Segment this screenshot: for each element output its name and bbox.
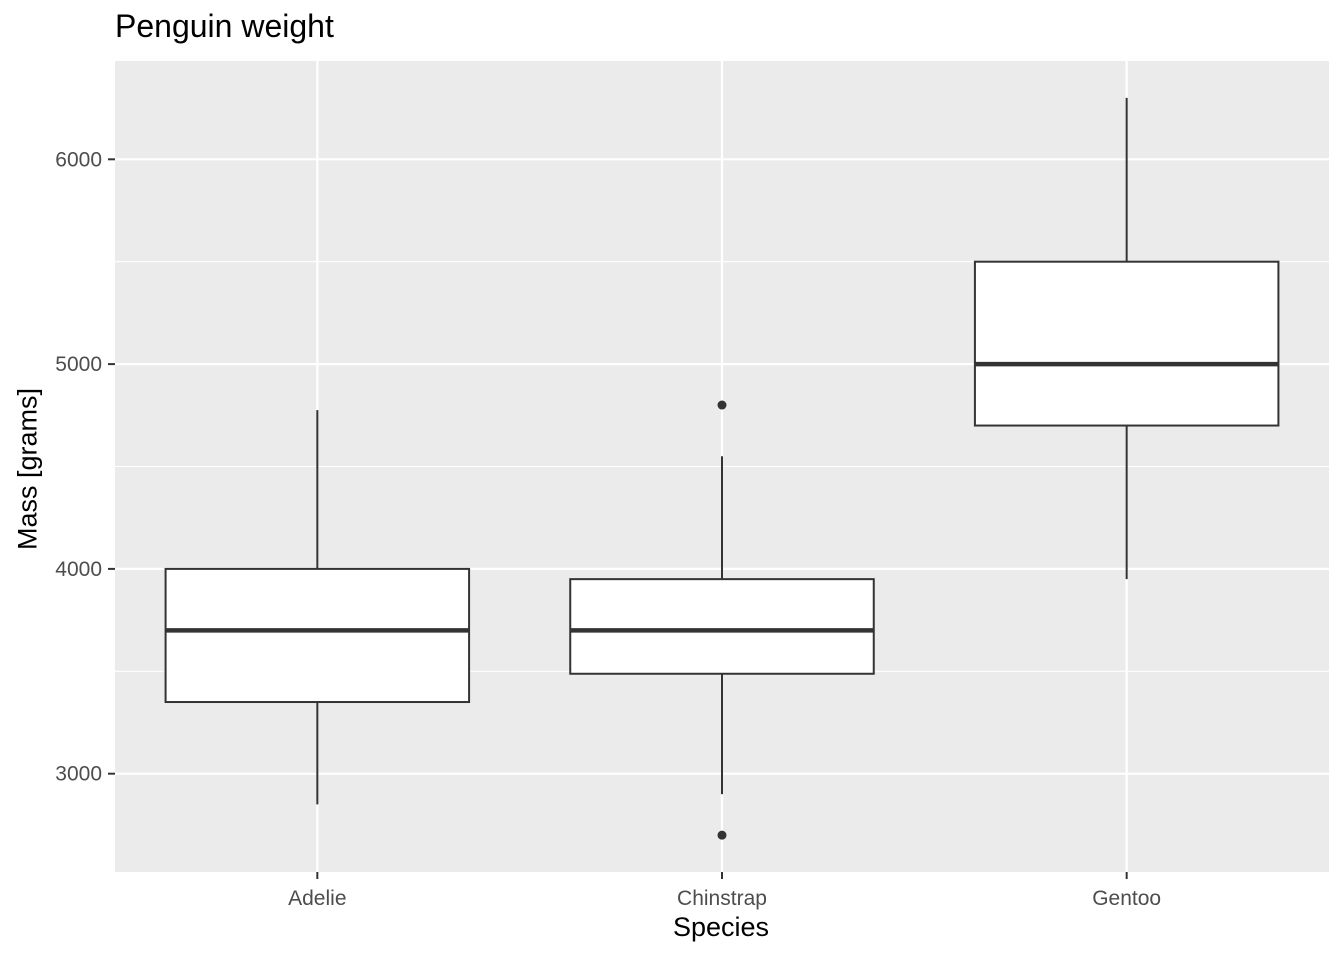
- y-axis-title: Mass [grams]: [12, 387, 43, 551]
- y-tick-label: 5000: [55, 353, 102, 376]
- x-tick-label: Gentoo: [1092, 887, 1161, 910]
- x-tick-label: Adelie: [288, 887, 346, 910]
- chart-title: Penguin weight: [115, 8, 334, 44]
- box-iqr: [164, 567, 471, 704]
- outlier-point: [717, 400, 727, 410]
- y-tick-label: 6000: [55, 148, 102, 171]
- x-axis-title: Species: [672, 912, 770, 942]
- outlier-point: [717, 830, 727, 840]
- y-tick-label: 3000: [55, 763, 102, 786]
- box-iqr: [569, 578, 875, 675]
- box-iqr: [973, 260, 1280, 427]
- y-tick-label: 4000: [55, 558, 102, 581]
- x-tick-label: Chinstrap: [677, 887, 767, 910]
